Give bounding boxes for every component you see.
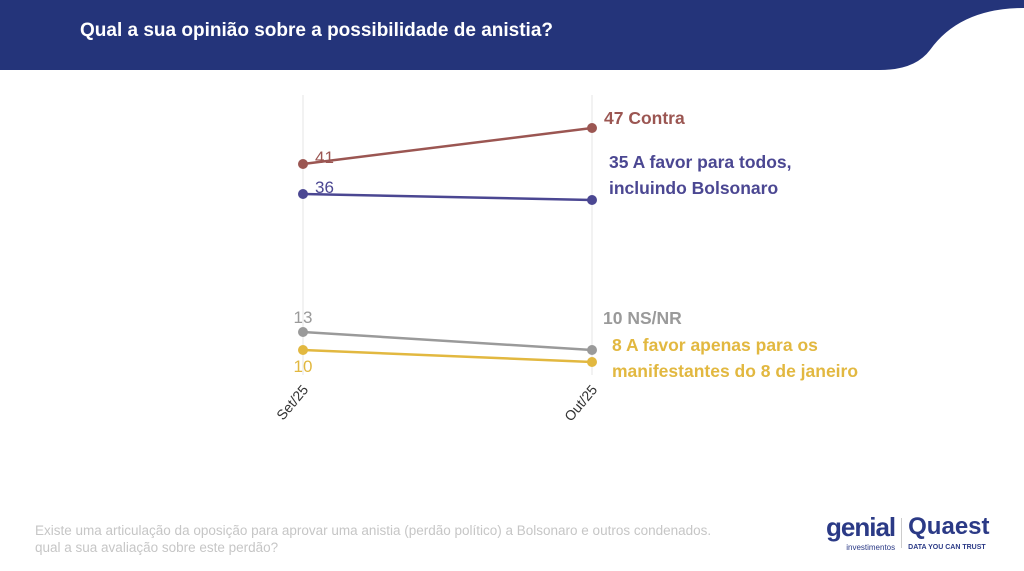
end-series-label: 47 Contra — [604, 108, 685, 128]
genial-subtitle: investimentos — [846, 543, 896, 552]
end-series-label: incluindo Bolsonaro — [609, 178, 778, 198]
series-line — [302, 192, 593, 202]
genial-logo: genial investimentos — [826, 512, 896, 553]
data-point — [587, 123, 597, 133]
data-point — [298, 327, 308, 337]
data-point — [587, 345, 597, 355]
x-tick-label: Set/25 — [273, 381, 311, 422]
series-line — [302, 348, 593, 364]
data-point — [298, 189, 308, 199]
series-line — [302, 330, 593, 352]
series-line — [302, 126, 593, 166]
quaest-wordmark: Quaest — [908, 513, 990, 540]
start-value-label: 13 — [294, 308, 313, 327]
header-band — [0, 0, 1024, 70]
end-series-label: 8 A favor apenas para os — [612, 335, 818, 355]
logo-divider — [901, 517, 903, 548]
survey-question: Existe uma articulação da oposição para … — [35, 523, 712, 555]
x-tick-label: Out/25 — [561, 381, 600, 424]
quaest-tagline: DATA YOU CAN TRUST — [908, 544, 986, 551]
start-value-label: 41 — [315, 148, 334, 167]
line-chart: Set/25 Out/25 41 47 Contra 36 35 A favor para… — [273, 95, 858, 424]
page-title: Qual a sua opinião sobre a possibilidade… — [80, 20, 554, 41]
end-series-label: 35 A favor para todos, — [609, 152, 792, 172]
start-value-label: 36 — [315, 178, 334, 197]
data-point — [587, 195, 597, 205]
end-series-label: manifestantes do 8 de janeiro — [612, 361, 858, 381]
end-series-label: 10 NS/NR — [603, 308, 682, 328]
data-point — [298, 345, 308, 355]
data-point — [587, 357, 597, 367]
logos: genial investimentos Quaest DATA YOU CAN T… — [826, 512, 990, 553]
genial-wordmark: genial — [826, 512, 896, 542]
start-value-label: 10 — [294, 357, 313, 376]
quaest-logo: Quaest DATA YOU CAN TRUST — [908, 512, 989, 553]
data-point — [298, 159, 308, 169]
